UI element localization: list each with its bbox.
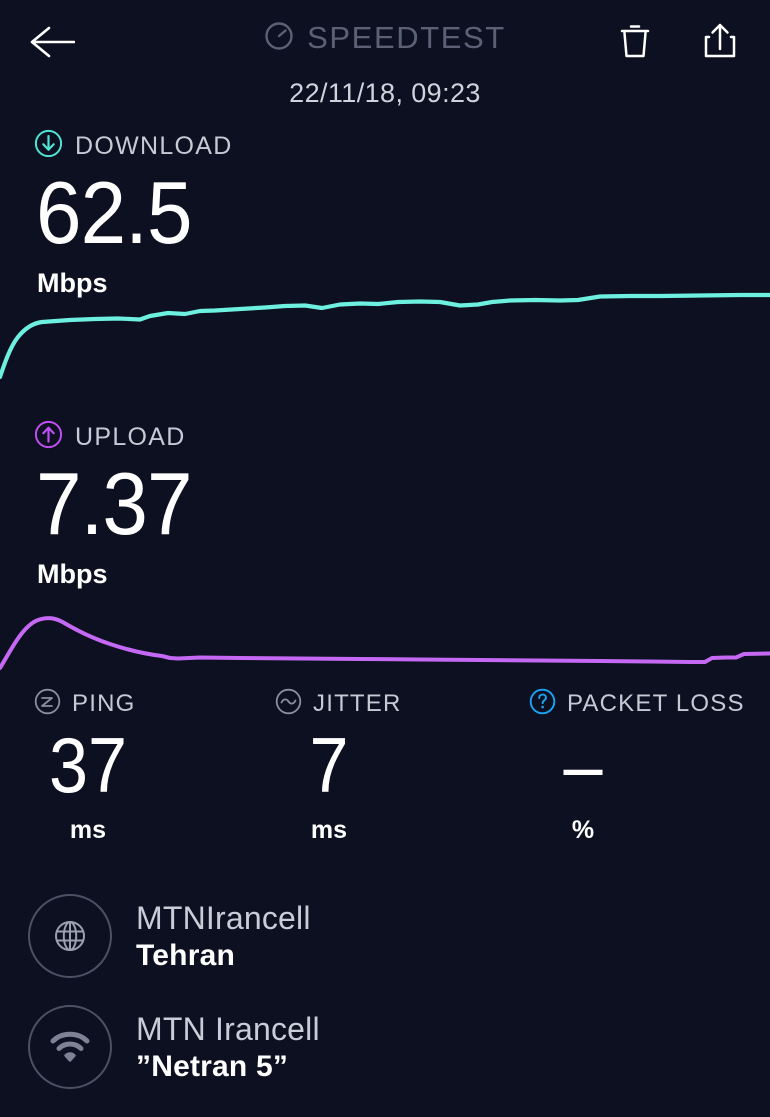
share-button[interactable] bbox=[694, 17, 746, 69]
isp-name: MTNIrancell bbox=[136, 899, 311, 936]
stat-ping: PING 37 ms bbox=[34, 688, 142, 845]
download-header: DOWNLOAD bbox=[34, 129, 233, 163]
ping-exchange-icon bbox=[34, 688, 61, 720]
isp-row[interactable]: MTNIrancell Tehran bbox=[28, 894, 728, 978]
jitter-label: JITTER bbox=[313, 690, 402, 717]
stats-row: PING 37 ms JITTER 7 ms bbox=[0, 688, 770, 870]
upload-metric: UPLOAD 7.37 Mbps bbox=[34, 420, 203, 590]
jitter-value: 7 bbox=[309, 721, 349, 809]
isp-location: Tehran bbox=[136, 938, 235, 972]
delete-button[interactable] bbox=[609, 17, 661, 69]
packet-loss-value: – bbox=[563, 721, 603, 809]
download-value: 62.5 bbox=[36, 163, 192, 262]
speedtest-gauge-icon bbox=[264, 21, 294, 56]
stat-jitter: JITTER 7 ms bbox=[275, 688, 402, 845]
globe-icon bbox=[28, 894, 112, 978]
upload-header: UPLOAD bbox=[34, 420, 203, 454]
back-button[interactable] bbox=[24, 18, 80, 70]
connection-row[interactable]: MTN Irancell ”Netran 5” bbox=[28, 1005, 728, 1089]
connection-ssid: ”Netran 5” bbox=[136, 1049, 289, 1083]
download-graph bbox=[0, 285, 770, 395]
download-metric: DOWNLOAD 62.5 Mbps bbox=[34, 129, 233, 299]
packet-loss-label: PACKET LOSS bbox=[567, 690, 745, 717]
connection-name: MTN Irancell bbox=[136, 1010, 320, 1047]
share-icon bbox=[702, 21, 738, 66]
page-title: SPEEDTEST bbox=[307, 20, 506, 55]
question-mark-circle-icon[interactable] bbox=[529, 688, 556, 720]
ping-unit: ms bbox=[69, 816, 107, 845]
jitter-wave-icon bbox=[275, 688, 302, 720]
jitter-header: JITTER bbox=[275, 688, 402, 720]
test-timestamp: 22/11/18, 09:23 bbox=[289, 78, 481, 108]
packet-loss-header: PACKET LOSS bbox=[529, 688, 745, 720]
connection-text: MTN Irancell ”Netran 5” bbox=[136, 1011, 320, 1084]
trash-icon bbox=[618, 21, 652, 66]
download-arrow-circle-icon bbox=[34, 129, 63, 163]
upload-graph bbox=[0, 600, 770, 680]
brand-title-group: SPEEDTEST bbox=[0, 20, 770, 56]
app-header: SPEEDTEST 22/11/18, 09:23 bbox=[0, 0, 770, 118]
isp-text: MTNIrancell Tehran bbox=[136, 900, 311, 973]
ping-label: PING bbox=[72, 690, 136, 717]
upload-unit: Mbps bbox=[37, 558, 108, 589]
download-label: DOWNLOAD bbox=[75, 131, 233, 160]
ping-header: PING bbox=[34, 688, 142, 720]
upload-label: UPLOAD bbox=[75, 422, 186, 451]
jitter-unit: ms bbox=[310, 816, 348, 845]
arrow-left-icon bbox=[29, 25, 76, 64]
wifi-icon bbox=[28, 1005, 112, 1089]
upload-value: 7.37 bbox=[36, 454, 193, 553]
ping-value: 37 bbox=[48, 721, 128, 809]
download-unit: Mbps bbox=[37, 267, 108, 298]
upload-arrow-circle-icon bbox=[34, 420, 63, 454]
packet-loss-unit: % bbox=[571, 816, 595, 845]
stat-packet-loss: PACKET LOSS – % bbox=[529, 688, 745, 845]
